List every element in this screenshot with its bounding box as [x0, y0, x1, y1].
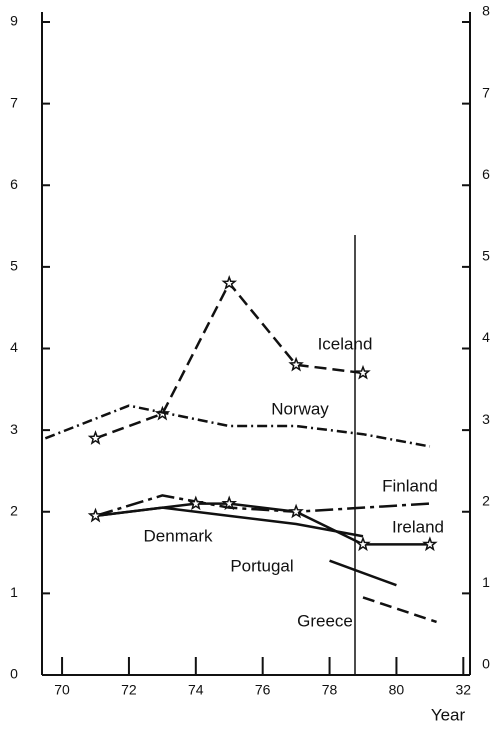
x-tick-label: 78: [322, 682, 338, 698]
y2-tick-label: 7: [482, 84, 490, 100]
y2-tick-label: 6: [482, 166, 490, 182]
x-tick-label: 76: [255, 682, 271, 698]
x-tick-label: 80: [389, 682, 405, 698]
series-label: Norway: [271, 399, 329, 418]
series-label: Greece: [297, 611, 353, 630]
y-tick-label: 0: [10, 666, 18, 682]
series-label: Denmark: [144, 526, 213, 545]
x-tick-label: 70: [54, 682, 70, 698]
y2-tick-label: 3: [482, 411, 490, 427]
y-tick-label: 1: [10, 584, 18, 600]
y2-tick-label: 1: [482, 574, 490, 590]
x-tick-label: 32: [456, 682, 472, 698]
series-label: Ireland: [392, 517, 444, 536]
star-marker: [422, 536, 438, 552]
y-tick-label: 5: [10, 258, 18, 274]
series-line: [329, 559, 397, 587]
y-tick-label: 7: [10, 94, 18, 110]
y-tick-label: 6: [10, 176, 18, 192]
y-tick-label: 3: [10, 421, 18, 437]
x-tick-label: 72: [121, 682, 137, 698]
y-tick-label: 9: [10, 13, 18, 29]
y2-tick-label: 0: [482, 656, 490, 672]
star-marker: [355, 536, 371, 552]
y2-tick-label: 4: [482, 329, 490, 345]
y2-tick-label: 2: [482, 492, 490, 508]
series-line: [44, 404, 431, 448]
star-marker: [221, 495, 238, 511]
star-marker: [87, 430, 104, 445]
star-marker: [221, 274, 238, 290]
star-marker: [288, 503, 304, 519]
series-label: Portugal: [230, 556, 293, 575]
series-label: Iceland: [318, 334, 373, 353]
star-marker: [188, 495, 204, 511]
series-line: [362, 596, 437, 624]
series-label: Finland: [382, 476, 438, 495]
series-line: [95, 494, 430, 518]
star-marker: [288, 356, 304, 372]
x-axis-label: Year: [431, 705, 466, 724]
y-tick-label: 4: [10, 339, 18, 355]
star-marker: [355, 364, 371, 380]
y2-tick-label: 5: [482, 248, 490, 264]
y-tick-label: 2: [10, 502, 18, 518]
series-line: [95, 502, 430, 546]
y2-tick-label: 8: [482, 3, 490, 19]
x-tick-label: 74: [188, 682, 204, 698]
star-marker: [87, 507, 104, 523]
